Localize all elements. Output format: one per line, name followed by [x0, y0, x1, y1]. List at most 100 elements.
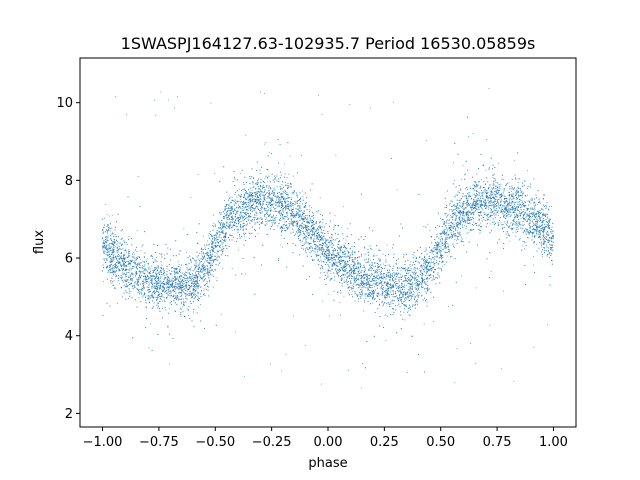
data-point	[195, 289, 197, 291]
data-point	[152, 282, 154, 284]
data-point	[255, 191, 257, 193]
data-point	[313, 241, 315, 243]
data-point	[399, 291, 401, 293]
data-point	[180, 250, 182, 252]
data-point	[537, 210, 538, 212]
data-point	[292, 175, 294, 177]
data-point	[473, 203, 475, 205]
data-point	[404, 288, 406, 290]
data-point	[357, 270, 359, 272]
data-point	[435, 260, 437, 261]
data-point	[201, 252, 203, 254]
data-point	[376, 254, 378, 256]
data-point	[224, 214, 226, 216]
data-point	[310, 216, 312, 218]
data-point	[291, 218, 293, 220]
data-point	[341, 256, 342, 258]
data-point	[209, 249, 211, 251]
data-point	[343, 295, 345, 297]
data-point	[381, 284, 383, 286]
data-point	[199, 267, 201, 269]
data-point	[542, 228, 544, 230]
data-point	[122, 248, 124, 250]
data-point	[311, 207, 313, 209]
data-point	[183, 304, 185, 306]
data-point	[326, 264, 328, 266]
data-point	[162, 300, 163, 302]
data-point	[386, 289, 387, 291]
data-point	[159, 282, 161, 284]
data-point	[199, 271, 201, 273]
data-point	[299, 203, 301, 205]
data-point	[521, 196, 523, 198]
data-point	[180, 296, 181, 297]
data-point	[472, 212, 474, 214]
data-point	[220, 241, 222, 243]
data-point	[527, 220, 529, 222]
data-point	[505, 196, 506, 198]
data-point	[403, 286, 405, 288]
data-point	[406, 284, 408, 286]
data-point	[343, 254, 345, 255]
data-point	[162, 287, 164, 289]
data-point	[168, 287, 170, 289]
data-point	[220, 225, 221, 227]
data-point	[530, 207, 532, 209]
data-point	[535, 244, 537, 246]
data-point	[386, 291, 388, 293]
data-point	[218, 231, 220, 233]
data-point	[473, 221, 475, 223]
data-point	[146, 295, 148, 297]
data-point	[396, 270, 398, 271]
data-point	[494, 197, 496, 199]
data-point	[306, 236, 308, 238]
data-point	[441, 265, 443, 267]
data-point	[366, 276, 368, 278]
data-point	[203, 262, 204, 264]
data-point	[267, 220, 268, 222]
data-point	[269, 213, 271, 215]
data-point	[285, 209, 286, 211]
data-point	[392, 280, 394, 282]
data-point	[500, 188, 502, 190]
data-point	[169, 280, 170, 282]
data-point	[462, 218, 464, 220]
data-point	[266, 210, 268, 212]
data-point	[459, 222, 461, 224]
data-point	[548, 209, 550, 211]
data-point	[419, 283, 420, 285]
data-point	[372, 280, 374, 282]
data-point	[326, 249, 328, 250]
data-point	[412, 335, 413, 337]
data-point	[417, 294, 419, 296]
data-point	[190, 291, 192, 293]
data-point	[331, 241, 333, 243]
data-point	[441, 249, 443, 251]
data-point	[421, 281, 423, 283]
data-point	[465, 198, 467, 200]
data-point	[331, 258, 333, 260]
data-point	[425, 263, 427, 265]
data-point	[343, 238, 345, 240]
data-point	[531, 197, 533, 199]
data-point	[187, 310, 189, 311]
data-point	[277, 192, 279, 194]
data-point	[413, 292, 415, 294]
data-point	[547, 218, 549, 220]
data-point	[345, 239, 347, 241]
data-point	[371, 292, 373, 294]
data-point	[126, 285, 128, 287]
data-point	[256, 213, 258, 215]
data-point	[343, 276, 345, 278]
data-point	[410, 299, 412, 301]
data-point	[407, 269, 409, 271]
data-point	[458, 208, 460, 210]
data-point	[331, 244, 333, 246]
data-point	[459, 218, 460, 220]
data-point	[227, 203, 229, 205]
data-point	[386, 290, 388, 292]
data-point	[303, 215, 305, 217]
data-point	[192, 280, 194, 282]
data-point	[465, 222, 467, 224]
data-point	[400, 288, 402, 290]
